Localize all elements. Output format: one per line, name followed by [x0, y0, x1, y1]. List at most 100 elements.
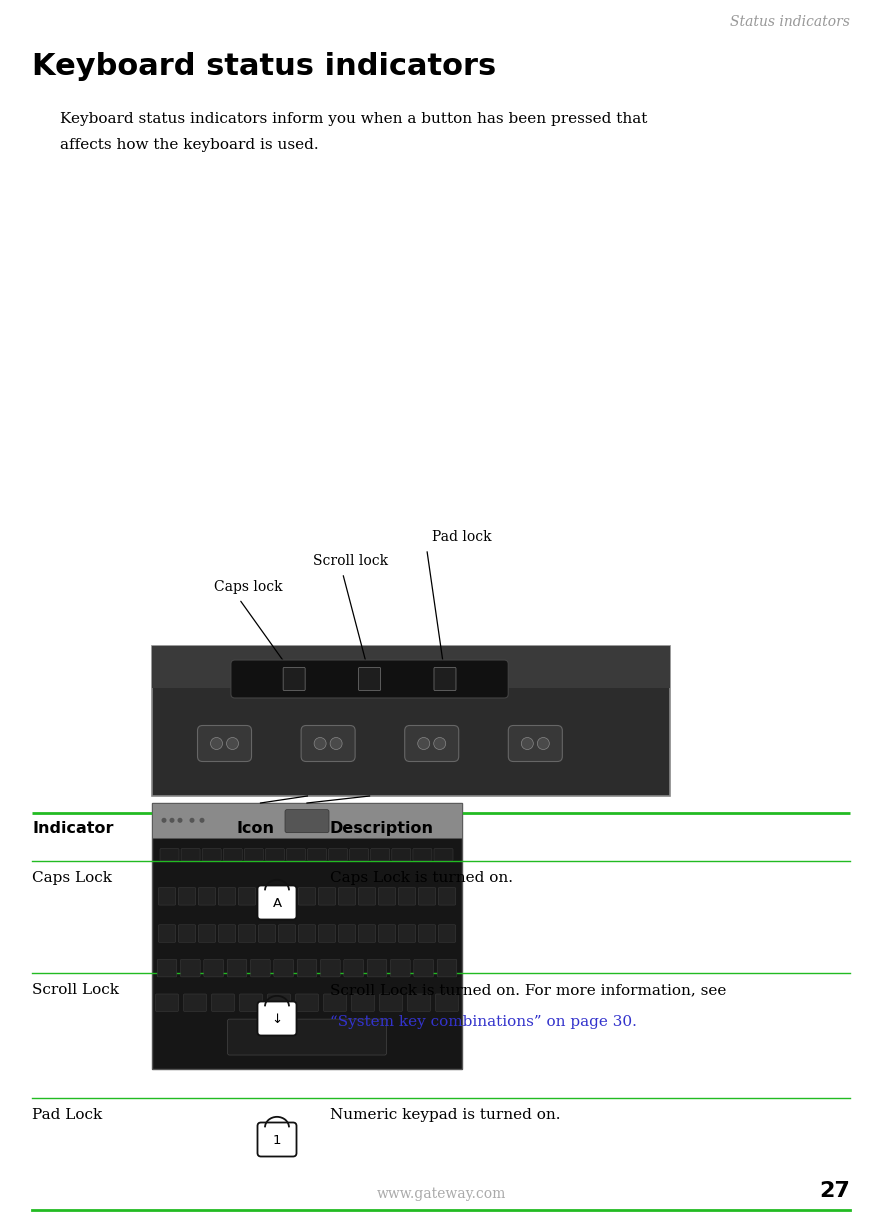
FancyBboxPatch shape: [240, 993, 263, 1012]
FancyBboxPatch shape: [238, 924, 256, 942]
Text: Scroll Lock is turned on. For more information, see: Scroll Lock is turned on. For more infor…: [330, 984, 731, 997]
FancyBboxPatch shape: [298, 888, 316, 905]
Text: “System key combinations” on page 30.: “System key combinations” on page 30.: [330, 1016, 637, 1029]
FancyBboxPatch shape: [152, 803, 462, 837]
FancyBboxPatch shape: [273, 959, 294, 977]
FancyBboxPatch shape: [178, 888, 196, 905]
Text: Description: Description: [330, 821, 434, 836]
FancyBboxPatch shape: [152, 646, 670, 688]
FancyBboxPatch shape: [228, 959, 247, 977]
FancyBboxPatch shape: [298, 924, 316, 942]
Text: 1: 1: [273, 1134, 281, 1146]
FancyBboxPatch shape: [437, 959, 457, 977]
Ellipse shape: [314, 737, 326, 750]
Circle shape: [200, 819, 204, 822]
FancyBboxPatch shape: [344, 959, 363, 977]
FancyBboxPatch shape: [152, 803, 462, 1069]
FancyBboxPatch shape: [378, 924, 396, 942]
FancyBboxPatch shape: [204, 959, 223, 977]
FancyBboxPatch shape: [418, 888, 436, 905]
FancyBboxPatch shape: [391, 959, 410, 977]
Text: Keyboard status indicators inform you when a button has been pressed that: Keyboard status indicators inform you wh…: [60, 112, 647, 126]
Text: ↓: ↓: [272, 1013, 282, 1025]
FancyBboxPatch shape: [198, 725, 251, 762]
FancyBboxPatch shape: [352, 993, 375, 1012]
FancyBboxPatch shape: [181, 959, 200, 977]
FancyBboxPatch shape: [413, 848, 432, 860]
FancyBboxPatch shape: [155, 993, 178, 1012]
Text: Scroll Lock: Scroll Lock: [32, 984, 119, 997]
Text: Scroll lock: Scroll lock: [312, 554, 388, 567]
Ellipse shape: [211, 737, 222, 750]
FancyBboxPatch shape: [250, 959, 270, 977]
FancyBboxPatch shape: [265, 848, 284, 860]
Text: Pad lock: Pad lock: [431, 531, 491, 544]
FancyBboxPatch shape: [258, 924, 276, 942]
FancyBboxPatch shape: [157, 959, 176, 977]
FancyBboxPatch shape: [370, 848, 390, 860]
Ellipse shape: [418, 737, 430, 750]
Ellipse shape: [330, 737, 342, 750]
FancyBboxPatch shape: [159, 924, 176, 942]
Circle shape: [170, 819, 174, 822]
FancyBboxPatch shape: [219, 888, 235, 905]
Text: Numeric keypad is turned on.: Numeric keypad is turned on.: [330, 1108, 560, 1121]
FancyBboxPatch shape: [231, 660, 508, 698]
FancyBboxPatch shape: [279, 924, 295, 942]
FancyBboxPatch shape: [359, 667, 380, 691]
Ellipse shape: [434, 737, 445, 750]
Text: Pad Lock: Pad Lock: [32, 1108, 102, 1121]
FancyBboxPatch shape: [399, 924, 415, 942]
FancyBboxPatch shape: [308, 848, 326, 860]
Ellipse shape: [227, 737, 238, 750]
Text: Caps Lock: Caps Lock: [32, 872, 112, 885]
Circle shape: [178, 819, 182, 822]
FancyBboxPatch shape: [392, 848, 411, 860]
FancyBboxPatch shape: [378, 888, 396, 905]
FancyBboxPatch shape: [258, 888, 276, 905]
FancyBboxPatch shape: [198, 888, 216, 905]
FancyBboxPatch shape: [159, 888, 176, 905]
FancyBboxPatch shape: [223, 848, 243, 860]
FancyBboxPatch shape: [399, 888, 415, 905]
FancyBboxPatch shape: [160, 848, 179, 860]
FancyBboxPatch shape: [202, 848, 221, 860]
Text: Keyboard status indicators: Keyboard status indicators: [32, 52, 497, 81]
FancyBboxPatch shape: [295, 993, 318, 1012]
FancyBboxPatch shape: [379, 993, 402, 1012]
FancyBboxPatch shape: [283, 667, 305, 691]
FancyBboxPatch shape: [508, 725, 563, 762]
FancyBboxPatch shape: [198, 924, 216, 942]
FancyBboxPatch shape: [152, 646, 670, 796]
Circle shape: [162, 819, 166, 822]
FancyBboxPatch shape: [219, 924, 235, 942]
Text: Icon: Icon: [237, 821, 275, 836]
FancyBboxPatch shape: [434, 667, 456, 691]
FancyBboxPatch shape: [238, 888, 256, 905]
FancyBboxPatch shape: [285, 810, 329, 832]
Ellipse shape: [537, 737, 549, 750]
FancyBboxPatch shape: [183, 993, 206, 1012]
FancyBboxPatch shape: [258, 1002, 296, 1035]
FancyBboxPatch shape: [434, 848, 453, 860]
Text: 27: 27: [819, 1181, 850, 1201]
FancyBboxPatch shape: [339, 924, 355, 942]
FancyBboxPatch shape: [349, 848, 369, 860]
FancyBboxPatch shape: [244, 848, 264, 860]
FancyBboxPatch shape: [358, 888, 376, 905]
FancyBboxPatch shape: [287, 848, 305, 860]
FancyBboxPatch shape: [212, 993, 235, 1012]
Text: Caps lock: Caps lock: [214, 580, 283, 595]
FancyBboxPatch shape: [178, 924, 196, 942]
Text: Status indicators: Status indicators: [730, 15, 850, 30]
FancyBboxPatch shape: [258, 885, 296, 920]
FancyBboxPatch shape: [228, 1019, 386, 1055]
Ellipse shape: [521, 737, 534, 750]
Circle shape: [191, 819, 194, 822]
FancyBboxPatch shape: [339, 888, 355, 905]
Text: Indicator: Indicator: [32, 821, 114, 836]
FancyBboxPatch shape: [301, 725, 355, 762]
FancyBboxPatch shape: [418, 924, 436, 942]
FancyBboxPatch shape: [267, 993, 290, 1012]
FancyBboxPatch shape: [367, 959, 387, 977]
